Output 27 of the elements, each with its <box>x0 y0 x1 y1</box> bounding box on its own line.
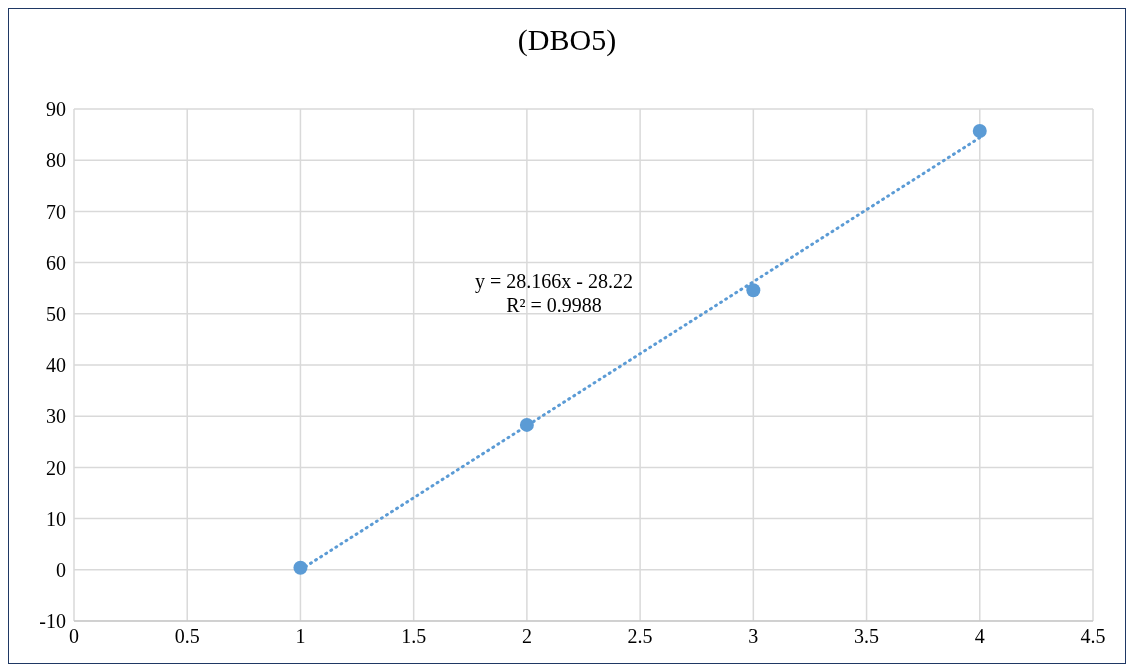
point <box>293 560 308 575</box>
x-tick-label: 1.5 <box>401 625 427 648</box>
x-tick-label: 3 <box>748 625 759 648</box>
y-tick-label: 90 <box>46 98 66 121</box>
y-tick-label: 70 <box>46 200 66 223</box>
y-tick-label: 10 <box>46 507 66 530</box>
x-tick-label: 1 <box>295 625 306 648</box>
y-tick-label: 40 <box>46 354 66 377</box>
y-tick-label: 50 <box>46 302 66 325</box>
y-tick-label: 20 <box>46 456 66 479</box>
x-tick-label: 0.5 <box>174 625 200 648</box>
y-tick-label: 0 <box>56 558 66 581</box>
point <box>519 417 534 432</box>
y-tick-label: 30 <box>46 405 66 428</box>
x-tick-label: 3.5 <box>854 625 880 648</box>
y-tick-label: 80 <box>46 149 66 172</box>
y-tick-label: 60 <box>46 251 66 274</box>
point <box>972 124 987 139</box>
x-tick-label: 4 <box>974 625 985 648</box>
annotation: R² = 0.9988 <box>505 293 603 317</box>
x-tick-label: 2 <box>521 625 532 648</box>
x-tick-label: 4.5 <box>1080 625 1106 648</box>
x-tick-label: 2.5 <box>627 625 653 648</box>
chart-title: (DBO5) <box>516 23 618 57</box>
annotation: y = 28.166x - 28.22 <box>474 269 634 293</box>
point <box>746 283 761 298</box>
y-tick-label: -10 <box>39 610 66 633</box>
